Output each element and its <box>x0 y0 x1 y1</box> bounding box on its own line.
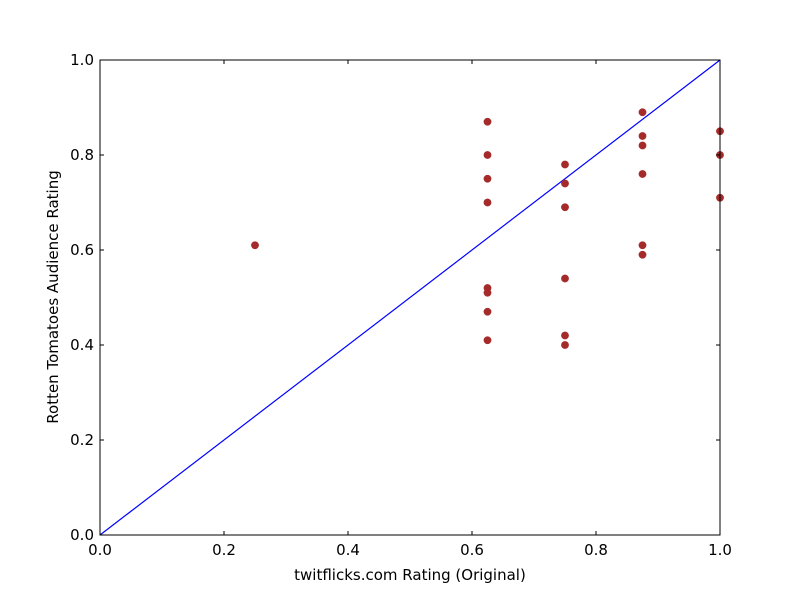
scatter-point <box>561 160 569 169</box>
x-tick-label: 0.8 <box>584 541 608 559</box>
x-tick-label: 0.2 <box>212 541 236 559</box>
x-tick-label: 0.6 <box>460 541 484 559</box>
plot-frame <box>99 59 721 536</box>
scatter-point <box>638 141 647 150</box>
y-tick-label: 0.4 <box>70 336 94 354</box>
scatter-point <box>561 179 569 188</box>
x-axis-label: twitflicks.com Rating (Original) <box>294 566 526 584</box>
scatter-point <box>638 108 647 117</box>
y-tick-label: 1.0 <box>70 51 94 69</box>
y-tick-label: 0.2 <box>70 431 94 449</box>
scatter-point <box>251 241 259 250</box>
scatter-point <box>638 170 647 178</box>
x-tick-label: 1.0 <box>708 541 732 559</box>
scatter-point <box>638 241 647 250</box>
scatter-point <box>483 336 492 345</box>
x-tick-label: 0.0 <box>88 541 112 559</box>
x-tick-label: 0.4 <box>336 541 360 559</box>
scatter-point <box>561 274 569 283</box>
scatter-point <box>483 151 492 159</box>
scatter-point <box>561 331 569 340</box>
scatter-point <box>483 117 492 126</box>
reference-line <box>99 59 721 536</box>
scatter-point <box>561 203 569 212</box>
scatter-point <box>483 174 492 183</box>
scatter-point <box>638 132 647 140</box>
scatter-point <box>561 341 569 349</box>
y-axis-label: Rotten Tomatoes Audience Rating <box>44 170 62 423</box>
scatter-point <box>483 198 492 207</box>
scatter-point <box>483 307 492 316</box>
scatter-point <box>638 250 647 259</box>
y-tick-label: 0.8 <box>70 146 94 164</box>
y-tick-label: 0.0 <box>70 526 94 544</box>
scatter-point <box>483 288 492 297</box>
y-tick-label: 0.6 <box>70 241 94 259</box>
plot-area <box>99 59 724 536</box>
axes: 0.0 0.2 0.4 0.6 0.8 1.0 0.0 0.2 0.4 0.6 0.8 1.0 <box>70 51 732 559</box>
